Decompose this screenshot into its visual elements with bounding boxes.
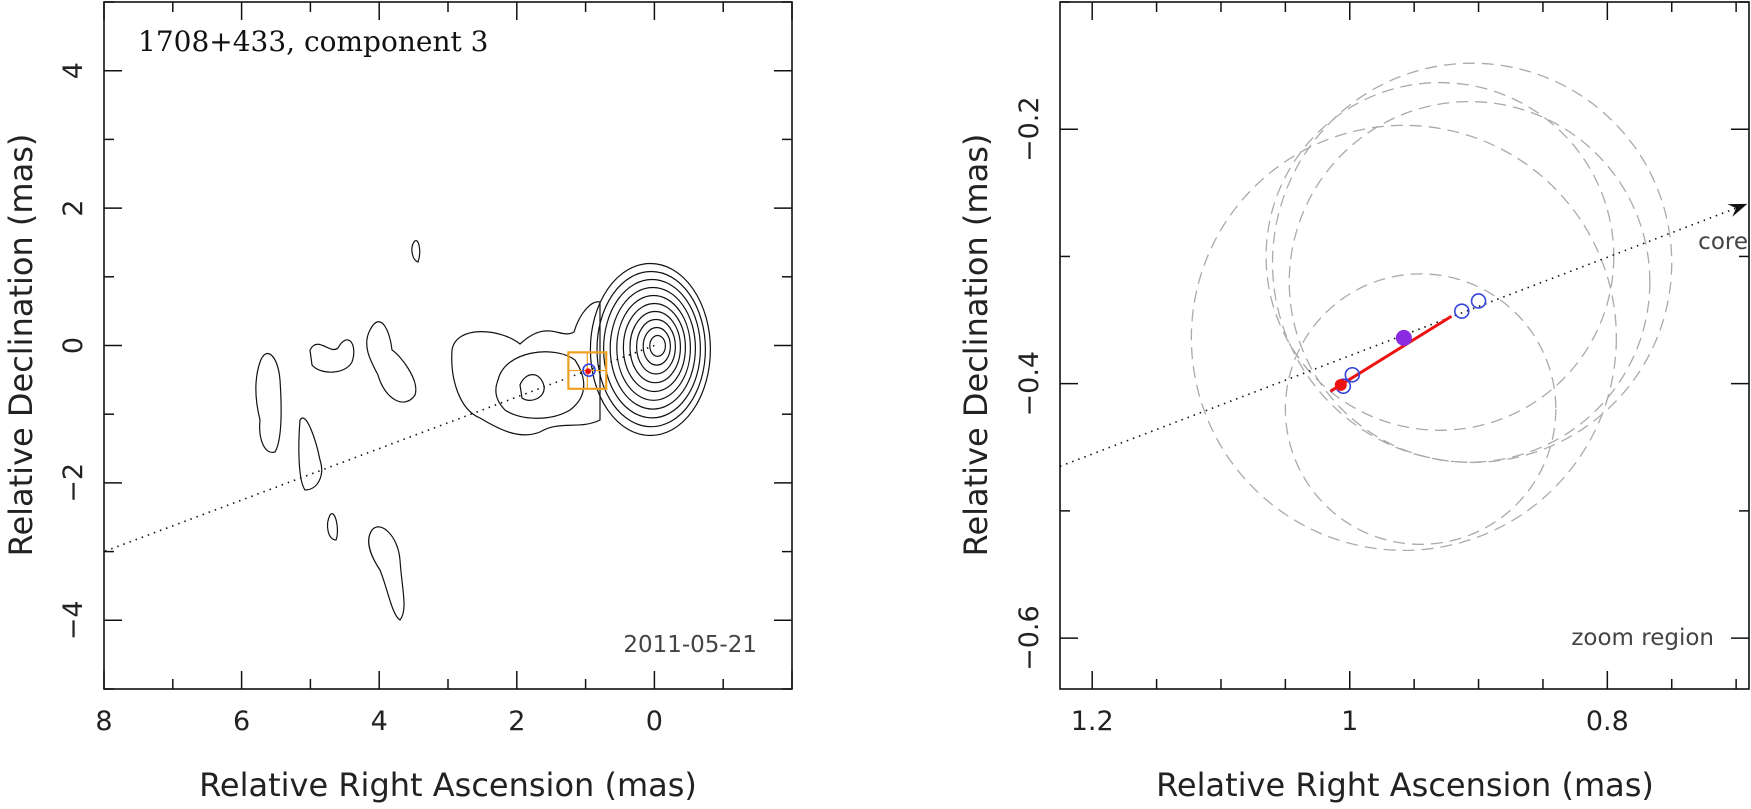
core-contour — [622, 302, 687, 393]
data-points — [1334, 293, 1487, 395]
fit-segment — [1329, 314, 1453, 393]
open-point — [1344, 366, 1361, 383]
core-contour — [596, 270, 707, 428]
emission-contour — [519, 374, 545, 401]
core-contour — [602, 278, 701, 419]
uncertainty-circle — [1284, 273, 1557, 545]
direction-line — [103, 344, 655, 553]
emission-contour — [451, 301, 601, 436]
y-tick-label: 2 — [58, 200, 89, 217]
right-panel: 1.2 1 0.8 −0.2 −0.4 −0.6 core zoom region Rel… — [957, 1, 1750, 804]
core-label: core — [1698, 229, 1748, 255]
open-point — [1470, 293, 1487, 309]
y-tick-label: 4 — [58, 62, 89, 79]
left-plot-frame — [103, 1, 793, 690]
uncertainty-circle — [1288, 100, 1651, 463]
emission-contour — [255, 353, 282, 453]
x-tick-label: 1.2 — [1071, 706, 1114, 737]
open-point — [1454, 303, 1470, 319]
emission-contour — [495, 351, 585, 419]
left-date-label: 2011-05-21 — [623, 632, 757, 658]
core-contour — [616, 294, 691, 401]
left-panel: 8 6 4 2 0 4 2 0 −2 −4 1708+433, component 3 2011-… — [2, 1, 793, 804]
zoom-region-label: zoom region — [1571, 625, 1714, 651]
x-tick-label: 0.8 — [1586, 706, 1629, 737]
component-markers — [567, 351, 608, 390]
arrow-head — [1727, 203, 1748, 217]
direction-line — [1059, 203, 1748, 468]
y-tick-label: −0.4 — [1014, 351, 1045, 417]
emission-contour — [366, 321, 417, 403]
right-x-axis-label: Relative Right Ascension (mas) — [1156, 766, 1654, 804]
left-title: 1708+433, component 3 — [138, 25, 488, 58]
uncertainty-circle — [1265, 81, 1615, 431]
core-contour — [642, 326, 672, 366]
fit-segment — [1329, 314, 1453, 393]
component-dot — [585, 368, 592, 375]
left-x-axis-label: Relative Right Ascension (mas) — [199, 766, 697, 804]
dashed-circles — [1190, 62, 1673, 552]
x-tick-label: 2 — [508, 706, 525, 737]
filled-point — [1395, 329, 1412, 346]
y-tick-label: −0.6 — [1014, 605, 1045, 671]
core-contour — [629, 310, 682, 384]
contour-map — [255, 240, 712, 621]
core-contour — [649, 334, 666, 357]
x-tick-label: 4 — [371, 706, 388, 737]
x-tick-label: 8 — [95, 706, 112, 737]
emission-contour — [368, 526, 405, 621]
y-tick-label: −0.2 — [1014, 96, 1045, 162]
emission-contour — [326, 513, 339, 541]
core-contour — [589, 262, 712, 437]
component-circle — [582, 363, 596, 378]
emission-contour — [411, 240, 421, 263]
right-y-axis-label: Relative Declination (mas) — [957, 134, 995, 557]
uncertainty-circle — [1190, 124, 1618, 552]
x-tick-label: 0 — [646, 706, 663, 737]
x-tick-label: 1 — [1341, 706, 1358, 737]
axis-ticks: 8 6 4 2 0 4 2 0 −2 −4 — [58, 1, 793, 737]
red-point — [1334, 378, 1347, 391]
x-tick-label: 6 — [233, 706, 250, 737]
y-tick-label: −4 — [58, 600, 89, 640]
axis-ticks: 1.2 1 0.8 −0.2 −0.4 −0.6 — [1014, 1, 1749, 737]
left-y-axis-label: Relative Declination (mas) — [2, 134, 40, 557]
y-tick-label: 0 — [58, 337, 89, 354]
y-tick-label: −2 — [58, 463, 89, 503]
emission-contour — [298, 417, 323, 491]
emission-contour — [309, 339, 355, 373]
core-contour — [635, 318, 676, 375]
core-contour — [609, 286, 697, 410]
uncertainty-circle — [1271, 62, 1673, 464]
right-plot-frame — [1059, 1, 1750, 690]
direction-line — [103, 344, 655, 553]
